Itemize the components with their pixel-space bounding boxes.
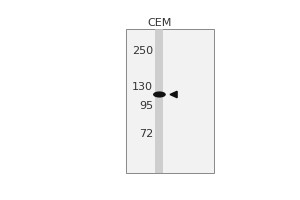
Text: 130: 130: [132, 82, 153, 92]
Text: 95: 95: [139, 101, 153, 111]
Bar: [126, 29, 214, 173]
Polygon shape: [170, 91, 177, 98]
Bar: [155, 29, 164, 173]
Text: CEM: CEM: [147, 18, 172, 28]
Text: 72: 72: [139, 129, 153, 139]
Text: 250: 250: [132, 46, 153, 56]
Ellipse shape: [153, 91, 166, 98]
